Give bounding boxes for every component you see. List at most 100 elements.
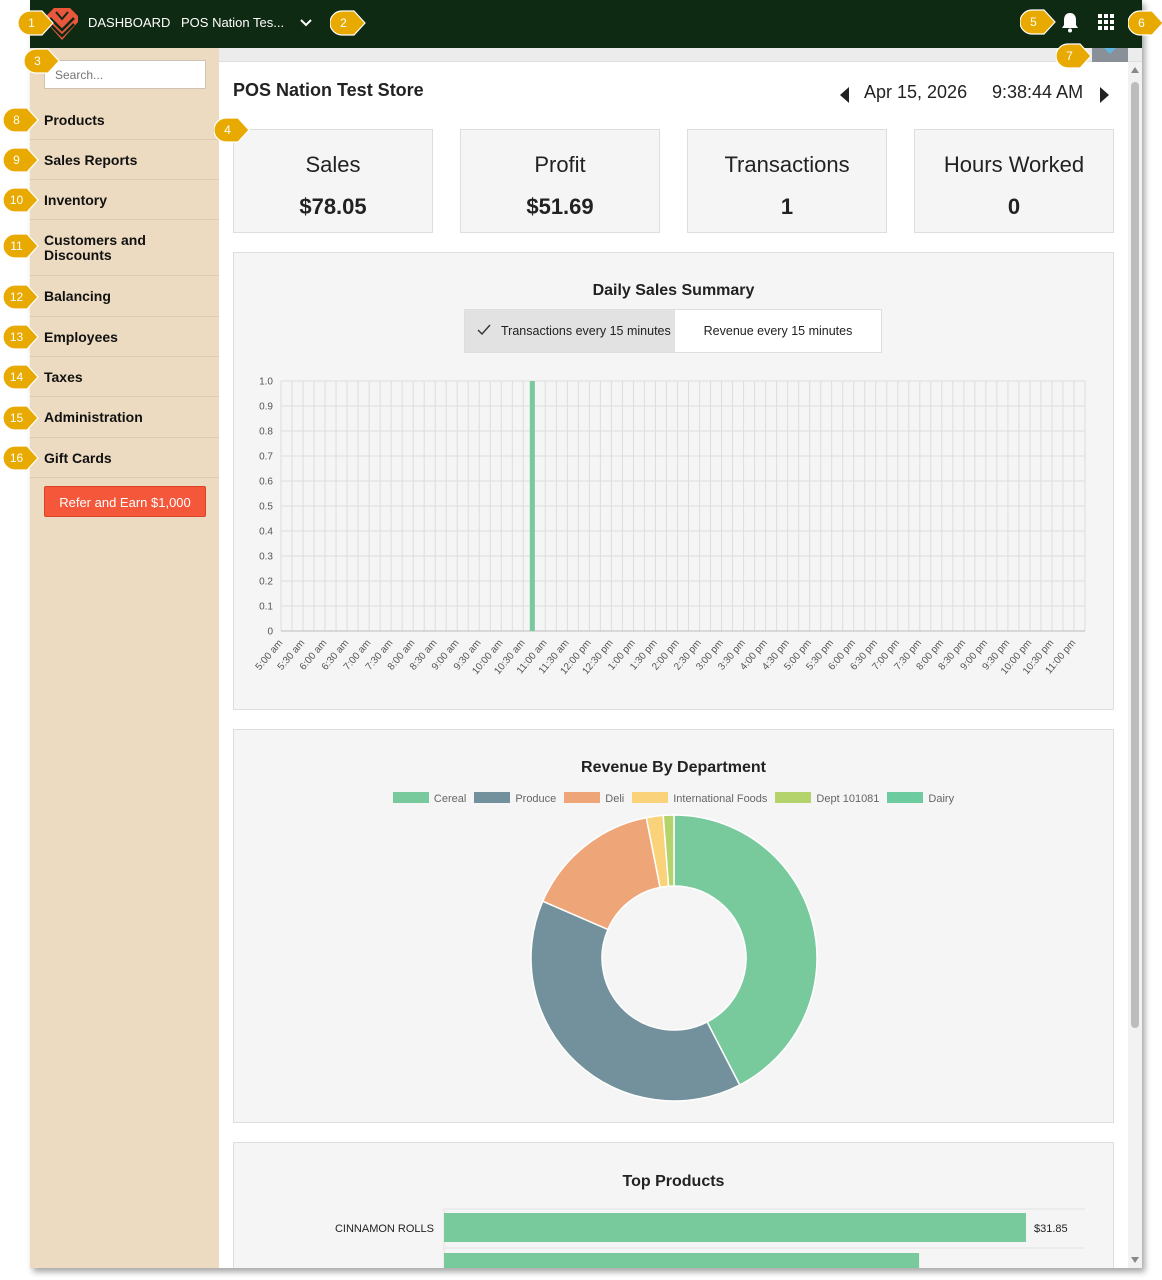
dashboard-link[interactable]: DASHBOARD xyxy=(88,15,171,30)
page-title: POS Nation Test Store xyxy=(233,80,424,100)
legend-swatch xyxy=(474,792,511,803)
top-products-chart: CINNAMON ROLLS $31.85 xyxy=(335,1208,1085,1268)
revenue-donut-chart xyxy=(530,814,818,1102)
sidebar-item-balancing[interactable]: Balancing xyxy=(30,276,219,317)
top-product-bar xyxy=(444,1253,920,1268)
sidebar-item-gift-cards[interactable]: Gift Cards xyxy=(30,438,219,478)
scroll-down-icon[interactable] xyxy=(1131,1256,1139,1264)
legend-item[interactable]: Cereal xyxy=(392,792,467,805)
sidebar-item-label: Employees xyxy=(44,328,118,345)
callout-number: 12 xyxy=(9,290,24,304)
collapse-arrow-icon xyxy=(1104,48,1116,54)
stat-value: 0 xyxy=(1007,194,1021,219)
legend-swatch xyxy=(775,792,812,803)
stat-card-transactions: Transactions 1 xyxy=(687,129,887,233)
sidebar-item-label: Products xyxy=(44,111,105,128)
callout-shape-icon xyxy=(1055,43,1092,69)
sidebar-item-inventory[interactable]: Inventory xyxy=(30,180,219,220)
current-time: 9:38:44 AM xyxy=(992,82,1084,102)
callout-shape-icon xyxy=(1019,9,1056,35)
donut-slice xyxy=(673,814,818,1087)
callout-number: 15 xyxy=(9,411,24,425)
apps-grid-icon[interactable] xyxy=(1098,14,1114,30)
daily-sales-bar xyxy=(529,381,535,631)
y-tick-label: 0.8 xyxy=(259,427,273,438)
callout-marker: 12 xyxy=(2,284,39,310)
callout-shape-icon xyxy=(2,324,39,350)
scroll-thumb[interactable] xyxy=(1131,82,1139,1028)
sidebar-item-administration[interactable]: Administration xyxy=(30,397,219,438)
sidebar-item-label: Administration xyxy=(44,409,143,425)
search-input[interactable] xyxy=(44,60,206,89)
callout-shape-icon xyxy=(329,10,366,36)
callout-shape-icon xyxy=(213,117,250,143)
sidebar: Products Sales Reports Inventory Custome… xyxy=(30,48,219,1268)
callout-marker: 16 xyxy=(2,445,39,471)
y-tick-label: 0.4 xyxy=(259,527,273,538)
callout-number: 2 xyxy=(340,16,347,30)
bell-icon[interactable] xyxy=(1060,11,1080,33)
store-selector[interactable]: POS Nation Tes... xyxy=(181,15,285,30)
donut-slice xyxy=(530,900,741,1102)
sidebar-item-label: Balancing xyxy=(44,288,111,304)
sidebar-item-sales-reports[interactable]: Sales Reports xyxy=(30,140,219,180)
callout-marker: 14 xyxy=(2,364,39,390)
stat-value: $78.05 xyxy=(299,194,367,219)
stat-label: Sales xyxy=(305,152,361,177)
stat-label: Hours Worked xyxy=(943,152,1085,177)
callout-marker: 10 xyxy=(2,187,39,213)
chart-mode-toggle: Transactions every 15 minutes Revenue ev… xyxy=(464,309,882,353)
callout-shape-icon xyxy=(2,107,39,133)
current-date: Apr 15, 2026 xyxy=(864,82,968,102)
legend-swatch xyxy=(392,792,429,803)
y-tick-label: 0.9 xyxy=(259,402,273,413)
callout-marker: 15 xyxy=(2,405,39,431)
main-scrollbar[interactable] xyxy=(1128,62,1142,1268)
callout-number: 1 xyxy=(28,16,35,30)
legend-item[interactable]: Deli xyxy=(564,792,624,805)
sidebar-item-label: Inventory xyxy=(44,191,108,208)
callout-marker: 7 xyxy=(1055,43,1092,69)
callout-number: 11 xyxy=(10,239,23,253)
callout-shape-icon xyxy=(2,147,39,173)
product-name-label: CINNAMON ROLLS xyxy=(335,1223,434,1235)
callout-marker: 6 xyxy=(1127,10,1162,36)
stat-card-hours-worked: Hours Worked 0 xyxy=(914,129,1114,233)
daily-sales-title: Daily Sales Summary xyxy=(592,282,755,299)
top-product-bar xyxy=(444,1213,1026,1242)
callout-shape-icon xyxy=(23,48,60,74)
legend-item[interactable]: Dept 101081 xyxy=(775,792,879,805)
y-tick-label: 0.2 xyxy=(259,577,273,588)
legend-swatch xyxy=(887,792,924,803)
next-date-icon[interactable] xyxy=(1099,86,1111,104)
toggle-revenue[interactable]: Revenue every 15 minutes xyxy=(675,310,881,352)
y-tick-label: 1.0 xyxy=(259,377,273,388)
sidebar-item-products[interactable]: Products xyxy=(30,100,219,140)
refer-and-earn-button[interactable]: Refer and Earn $1,000 xyxy=(44,486,206,517)
legend-label: Cereal xyxy=(433,793,467,805)
previous-date-icon[interactable] xyxy=(838,86,850,104)
legend-item[interactable]: Dairy xyxy=(887,792,954,805)
stat-value: $51.69 xyxy=(526,194,594,219)
sidebar-item-taxes[interactable]: Taxes xyxy=(30,357,219,397)
callout-shape-icon xyxy=(17,10,54,36)
sidebar-item-employees[interactable]: Employees xyxy=(30,317,219,357)
legend-item[interactable]: Produce xyxy=(474,792,556,805)
toggle-transactions[interactable]: Transactions every 15 minutes xyxy=(465,310,675,352)
pos-logo-icon[interactable] xyxy=(42,6,82,42)
panel-collapse-tab[interactable] xyxy=(1092,48,1128,62)
legend-item[interactable]: International Foods xyxy=(632,792,767,805)
app-window: DASHBOARD POS Nation Tes... Products Sal… xyxy=(30,0,1142,1268)
stat-value: 1 xyxy=(780,194,794,219)
sidebar-item-customers-and-discounts[interactable]: Customers and Discounts xyxy=(30,220,219,276)
chevron-down-icon[interactable] xyxy=(298,15,314,31)
legend-swatch xyxy=(632,792,669,803)
scroll-up-icon[interactable] xyxy=(1131,66,1139,74)
callout-shape-icon xyxy=(2,364,39,390)
daily-sales-chart: 00.10.20.30.40.50.60.70.80.91.05:00 am5:… xyxy=(254,377,1086,677)
y-tick-label: 0.6 xyxy=(259,477,273,488)
donut-slice xyxy=(662,814,675,888)
callout-marker: 9 xyxy=(2,147,39,173)
callout-shape-icon xyxy=(2,405,39,431)
y-tick-label: 0.5 xyxy=(259,502,273,513)
